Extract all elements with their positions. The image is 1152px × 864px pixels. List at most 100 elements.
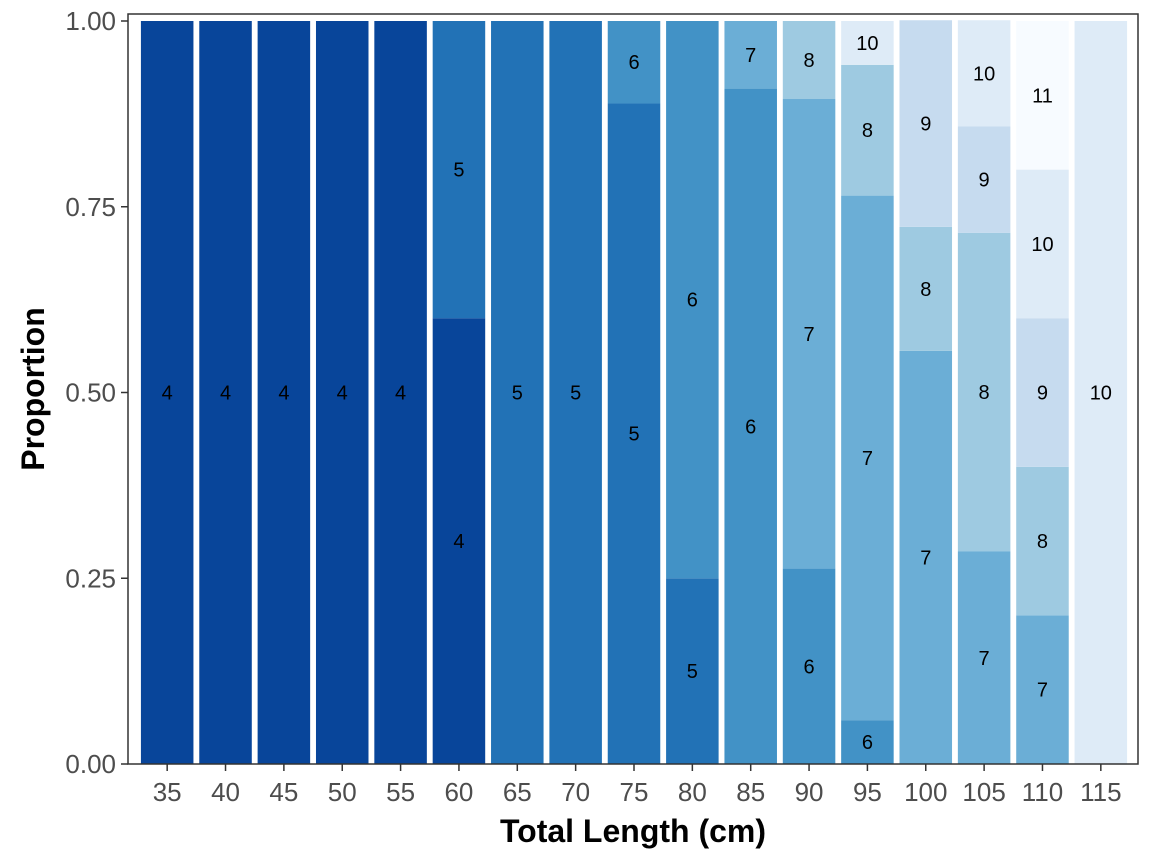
- bar-segment-85-age-7: [724, 21, 777, 89]
- bar-segment-70-age-5: [549, 21, 602, 764]
- bar-segment-100-age-9: [899, 20, 953, 227]
- y-axis-title: Proportion: [15, 307, 51, 471]
- segment-label-105-age-7: 7: [979, 648, 990, 670]
- bars-layer: [140, 20, 1128, 765]
- x-tick-label: 65: [503, 777, 532, 807]
- x-tick-label: 50: [328, 777, 357, 807]
- panel-border: [127, 13, 1139, 765]
- bar-segment-60-age-5: [432, 21, 486, 319]
- segment-label-110-age-9: 9: [1037, 383, 1048, 405]
- segment-label-80-age-5: 5: [687, 661, 698, 683]
- x-axis: 35 40 45 50 55 60 65 70 75 80 85 90 95 100 105 110 115: [153, 764, 1122, 807]
- x-tick-label: 115: [1080, 777, 1121, 807]
- bar-segment-110-age-8: [1016, 466, 1069, 616]
- x-tick-label: 90: [795, 777, 824, 807]
- bar-segment-45-age-4: [257, 21, 311, 764]
- segment-label-80-age-6: 6: [687, 290, 698, 312]
- bar-segment-110-age-9: [1016, 318, 1069, 467]
- bar-segment-100-age-7: [899, 350, 953, 764]
- bar-segment-35-age-4: [140, 21, 194, 764]
- bar-segment-95-age-10: [841, 21, 894, 65]
- segment-label-35-age-4: 4: [162, 383, 173, 405]
- bar-segment-85-age-6: [724, 88, 777, 765]
- bar-segment-105-age-7: [957, 551, 1011, 764]
- bar-segment-65-age-5: [491, 21, 544, 764]
- segment-label-45-age-4: 4: [278, 383, 289, 405]
- bar-segment-110-age-7: [1016, 615, 1069, 764]
- x-tick-label: 110: [1022, 777, 1063, 807]
- bar-segment-95-age-6: [841, 720, 894, 764]
- segment-label-70-age-5: 5: [570, 383, 581, 405]
- bar-segment-90-age-6: [782, 568, 836, 764]
- bar-segment-110-age-10: [1016, 169, 1069, 319]
- segment-label-75-age-5: 5: [628, 424, 639, 446]
- segment-label-115-age-10: 10: [1090, 383, 1112, 405]
- segment-label-50-age-4: 4: [337, 383, 348, 405]
- bar-segment-55-age-4: [374, 21, 427, 764]
- bar-segment-40-age-4: [199, 21, 252, 764]
- segment-label-110-age-7: 7: [1037, 680, 1048, 702]
- x-tick-label: 35: [153, 777, 182, 807]
- segment-label-60-age-4: 4: [453, 531, 464, 553]
- segment-label-85-age-6: 6: [745, 416, 756, 438]
- y-tick-label: 1.00: [65, 6, 116, 36]
- segment-label-90-age-8: 8: [803, 50, 814, 72]
- segment-label-95-age-10: 10: [856, 33, 878, 55]
- bar-segment-95-age-8: [841, 64, 894, 196]
- segment-label-110-age-11: 11: [1032, 85, 1053, 107]
- segment-label-105-age-10: 10: [973, 63, 995, 85]
- x-tick-label: 40: [211, 777, 240, 807]
- segment-label-65-age-5: 5: [512, 383, 523, 405]
- bar-segment-80-age-6: [666, 21, 719, 579]
- segment-label-40-age-4: 4: [220, 383, 231, 405]
- segment-label-90-age-6: 6: [803, 656, 814, 678]
- segment-label-110-age-10: 10: [1031, 234, 1053, 256]
- bar-segment-75-age-5: [607, 103, 661, 765]
- segment-label-110-age-8: 8: [1037, 531, 1048, 553]
- x-tick-label: 45: [269, 777, 298, 807]
- segment-label-95-age-6: 6: [862, 732, 873, 754]
- x-tick-label: 60: [444, 777, 473, 807]
- segment-label-95-age-8: 8: [862, 120, 873, 142]
- x-tick-label: 80: [678, 777, 707, 807]
- segment-label-55-age-4: 4: [395, 383, 406, 405]
- bar-segment-50-age-4: [315, 21, 369, 764]
- x-tick-label: 75: [620, 777, 649, 807]
- bar-segment-75-age-6: [607, 21, 661, 104]
- y-tick-label: 0.25: [65, 563, 116, 593]
- x-tick-label: 70: [561, 777, 590, 807]
- segment-label-95-age-7: 7: [862, 448, 873, 470]
- bar-segment-105-age-8: [957, 232, 1011, 552]
- bar-segment-115-age-10: [1074, 21, 1128, 764]
- y-tick-label: 0.00: [65, 749, 116, 779]
- segment-label-100-age-9: 9: [920, 114, 931, 136]
- bar-segment-110-age-11: [1016, 21, 1069, 170]
- segment-label-100-age-8: 8: [920, 279, 931, 301]
- bar-segment-100-age-8: [899, 226, 953, 351]
- segment-label-75-age-6: 6: [628, 52, 639, 74]
- bar-segment-90-age-8: [782, 21, 836, 100]
- segment-label-105-age-8: 8: [979, 382, 990, 404]
- segment-labels-layer: 4 4 4 4 4 4 5 5 5 5 6 5 6 6 7 6 7 8 6 7 8 10 7 8 9 7 8 9 10 7 8 9 10 11 10: [162, 33, 1112, 754]
- segment-label-105-age-9: 9: [979, 170, 990, 192]
- x-tick-label: 95: [853, 777, 882, 807]
- x-tick-label: 55: [386, 777, 415, 807]
- y-tick-label: 0.50: [65, 378, 116, 408]
- bar-segment-60-age-4: [432, 318, 486, 764]
- segment-label-90-age-7: 7: [803, 324, 814, 346]
- segment-label-60-age-5: 5: [453, 160, 464, 182]
- y-tick-label: 0.75: [65, 192, 116, 222]
- segment-label-85-age-7: 7: [745, 45, 756, 67]
- bar-segment-95-age-7: [841, 195, 894, 721]
- x-axis-title: Total Length (cm): [500, 813, 766, 849]
- bar-segment-105-age-9: [957, 126, 1011, 233]
- y-axis: 0.00 0.25 0.50 0.75 1.00: [65, 6, 128, 779]
- segment-label-100-age-7: 7: [920, 547, 931, 569]
- x-tick-label: 85: [736, 777, 765, 807]
- bar-segment-90-age-7: [782, 99, 836, 569]
- bar-segment-80-age-5: [666, 578, 719, 764]
- bar-segment-105-age-10: [957, 20, 1011, 127]
- x-tick-label: 105: [962, 777, 1005, 807]
- x-tick-label: 100: [904, 777, 947, 807]
